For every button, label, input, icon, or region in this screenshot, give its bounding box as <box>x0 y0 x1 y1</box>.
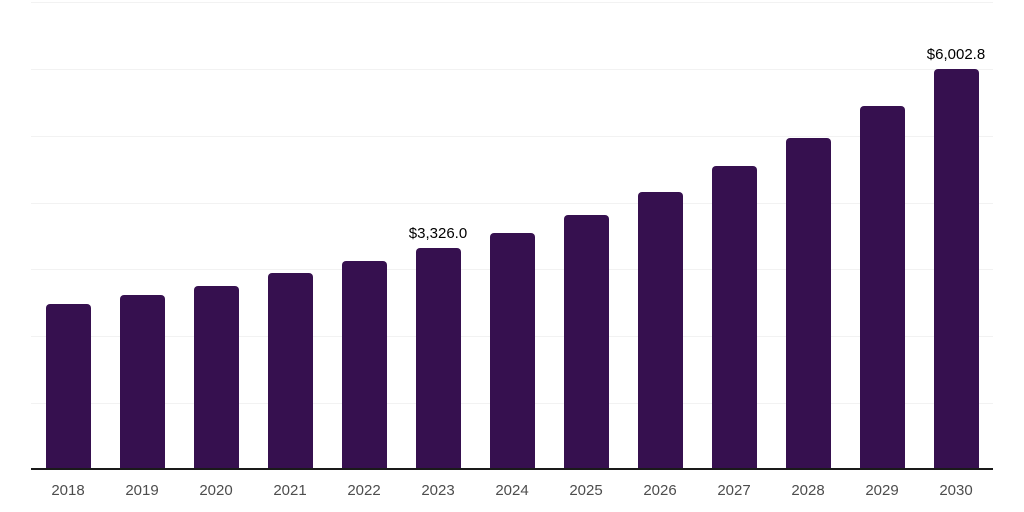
bar-2024 <box>489 233 535 468</box>
gridline-7000 <box>31 2 993 3</box>
bar-2028 <box>785 138 831 468</box>
bar-2022 <box>341 261 387 468</box>
bar-2019 <box>119 295 165 468</box>
x-tick-label-2018: 2018 <box>51 482 85 499</box>
bar-2029 <box>859 105 905 468</box>
x-tick-label-2024: 2024 <box>495 482 529 499</box>
gridline-4000 <box>31 202 993 204</box>
x-tick-label-2022: 2022 <box>347 482 381 499</box>
x-tick-label-2021: 2021 <box>273 482 307 499</box>
x-axis-line <box>31 468 993 470</box>
gridline-5000 <box>31 135 993 137</box>
bar-2030 <box>933 68 979 468</box>
x-tick-label-2026: 2026 <box>643 482 677 499</box>
x-tick-label-2029: 2029 <box>865 482 899 499</box>
x-tick-label-2019: 2019 <box>125 482 159 499</box>
x-tick-label-2020: 2020 <box>199 482 233 499</box>
bar-2018 <box>45 304 91 468</box>
bar-value-label-2023: $3,326.0 <box>408 224 468 242</box>
x-tick-label-2023: 2023 <box>421 482 455 499</box>
x-tick-label-2027: 2027 <box>717 482 751 499</box>
bar-2026 <box>637 191 683 468</box>
bar-2027 <box>711 166 757 468</box>
x-tick-label-2030: 2030 <box>939 482 973 499</box>
bar-2021 <box>267 273 313 468</box>
x-tick-label-2025: 2025 <box>569 482 603 499</box>
bar-2020 <box>193 286 239 468</box>
gridline-6000 <box>31 68 993 70</box>
x-tick-label-2028: 2028 <box>791 482 825 499</box>
bar-2025 <box>563 215 609 468</box>
bar-value-label-2030: $6,002.8 <box>926 45 986 63</box>
bar-2023 <box>415 247 461 468</box>
plot-area <box>31 0 993 470</box>
